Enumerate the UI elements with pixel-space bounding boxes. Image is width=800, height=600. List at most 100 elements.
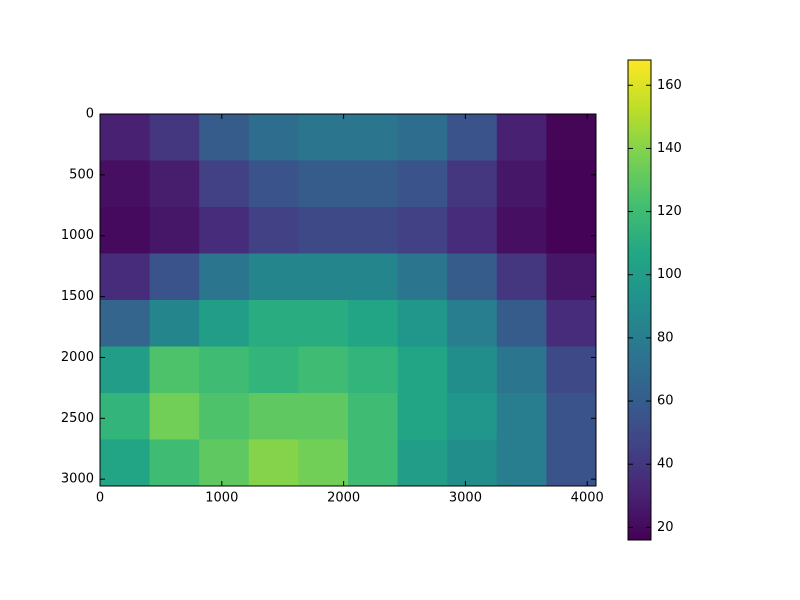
heatmap-cell bbox=[298, 253, 349, 301]
heatmap-cell bbox=[496, 114, 547, 161]
heatmap-cell bbox=[447, 346, 498, 394]
heatmap-cell bbox=[546, 393, 597, 440]
heatmap-cell bbox=[100, 439, 151, 487]
heatmap-cell bbox=[248, 160, 299, 208]
heatmap-cell bbox=[100, 393, 151, 440]
heatmap-cell bbox=[447, 207, 498, 254]
heatmap-cell bbox=[248, 253, 299, 301]
heatmap-cell bbox=[149, 160, 200, 208]
heatmap-cell bbox=[496, 160, 547, 208]
colorbar-tick-label: 100 bbox=[657, 267, 682, 282]
heatmap-cell bbox=[447, 393, 498, 440]
heatmap-cell bbox=[298, 114, 349, 161]
heatmap-cell bbox=[100, 160, 151, 208]
heatmap-cell bbox=[546, 253, 597, 301]
heatmap-cell bbox=[298, 207, 349, 254]
heatmap-cell bbox=[100, 253, 151, 301]
heatmap-cell bbox=[447, 300, 498, 347]
plot-frame bbox=[99, 113, 597, 487]
y-tick-label: 2000 bbox=[61, 350, 94, 365]
colorbar-tick-label: 20 bbox=[657, 520, 674, 535]
heatmap-cell bbox=[248, 439, 299, 487]
heatmap-cell bbox=[248, 207, 299, 254]
y-tick-label: 1500 bbox=[61, 289, 94, 304]
heatmap-cell bbox=[100, 346, 151, 394]
heatmap-cell bbox=[348, 393, 399, 440]
heatmap-cell bbox=[546, 346, 597, 394]
heatmap-cell bbox=[199, 207, 250, 254]
heatmap-cell bbox=[348, 253, 399, 301]
y-tick-label: 500 bbox=[69, 167, 94, 182]
heatmap-cell bbox=[397, 114, 448, 161]
heatmap-cell bbox=[496, 207, 547, 254]
heatmap-cell bbox=[496, 393, 547, 440]
heatmap-cell bbox=[100, 207, 151, 254]
colorbar-tick-label: 160 bbox=[657, 78, 682, 93]
colorbar-tick-label: 80 bbox=[657, 330, 674, 345]
heatmap-cell bbox=[298, 300, 349, 347]
heatmap-cell bbox=[149, 253, 200, 301]
heatmap-cell bbox=[447, 160, 498, 208]
heatmap-cell bbox=[199, 439, 250, 487]
heatmap-cell bbox=[348, 160, 399, 208]
heatmap-cell bbox=[348, 207, 399, 254]
x-tick-label: 2000 bbox=[327, 491, 360, 506]
heatmap-cell bbox=[199, 393, 250, 440]
heatmap-cell bbox=[149, 439, 200, 487]
heatmap-cell bbox=[248, 393, 299, 440]
heatmap-cell bbox=[199, 300, 250, 347]
heatmap-cell bbox=[348, 439, 399, 487]
heatmap-cell bbox=[397, 393, 448, 440]
heatmap-cell bbox=[149, 207, 200, 254]
heatmap-cell bbox=[496, 300, 547, 347]
x-tick-label: 1000 bbox=[205, 491, 238, 506]
heatmap-cell bbox=[199, 160, 250, 208]
heatmap-cell bbox=[348, 346, 399, 394]
heatmap-cell bbox=[546, 114, 597, 161]
heatmap-cell bbox=[496, 253, 547, 301]
y-tick-label: 1000 bbox=[61, 228, 94, 243]
x-tick-label: 3000 bbox=[449, 491, 482, 506]
heatmap-cell bbox=[100, 300, 151, 347]
heatmap-cell bbox=[397, 207, 448, 254]
heatmap-cell bbox=[149, 346, 200, 394]
heatmap-cell bbox=[447, 253, 498, 301]
heatmap-cell bbox=[397, 253, 448, 301]
heatmap-cell bbox=[546, 207, 597, 254]
x-tick-label: 4000 bbox=[571, 491, 604, 506]
heatmap-cell bbox=[397, 346, 448, 394]
heatmap-cell bbox=[298, 439, 349, 487]
heatmap-cell bbox=[248, 346, 299, 394]
heatmap-cell bbox=[298, 393, 349, 440]
colorbar-tick-label: 40 bbox=[657, 457, 674, 472]
heatmap-cell bbox=[397, 160, 448, 208]
heatmap-cell bbox=[496, 439, 547, 487]
heatmap-cell bbox=[298, 346, 349, 394]
heatmap-cell bbox=[348, 114, 399, 161]
y-tick-label: 3000 bbox=[61, 472, 94, 487]
colorbar-tick-label: 60 bbox=[657, 394, 674, 409]
heatmap-cell bbox=[546, 439, 597, 487]
heatmap-cell bbox=[348, 300, 399, 347]
heatmap-cell bbox=[298, 160, 349, 208]
heatmap-cell bbox=[447, 114, 498, 161]
heatmap-cell bbox=[199, 114, 250, 161]
x-tick-label: 0 bbox=[96, 491, 104, 506]
colorbar bbox=[627, 59, 652, 541]
colorbar-tick-label: 140 bbox=[657, 141, 682, 156]
heatmap-cell bbox=[199, 253, 250, 301]
heatmap-cell bbox=[199, 346, 250, 394]
heatmap-cell bbox=[546, 160, 597, 208]
heatmap-cell bbox=[496, 346, 547, 394]
colorbar-tick-label: 120 bbox=[657, 204, 682, 219]
heatmap-cell bbox=[149, 114, 200, 161]
heatmap-cell bbox=[546, 300, 597, 347]
heatmap-cell bbox=[100, 114, 151, 161]
heatmap-cell bbox=[149, 393, 200, 440]
heatmap-cell bbox=[248, 300, 299, 347]
heatmap-cell bbox=[149, 300, 200, 347]
heatmap-cell bbox=[397, 439, 448, 487]
y-tick-label: 0 bbox=[86, 107, 94, 122]
y-tick-label: 2500 bbox=[61, 411, 94, 426]
